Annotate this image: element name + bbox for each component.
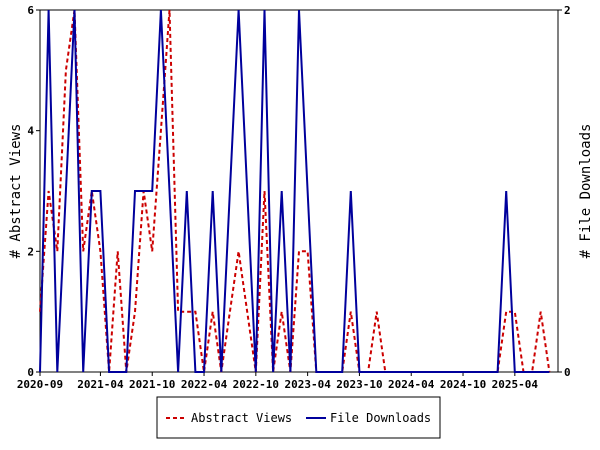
y2-tick-label: 0 <box>564 366 571 379</box>
x-tick-label: 2021-04 <box>77 378 124 391</box>
y2-axis: 02 <box>558 4 571 379</box>
x-tick-label: 2023-04 <box>284 378 331 391</box>
legend-box <box>156 396 441 439</box>
y-tick-label: 6 <box>27 4 34 17</box>
x-axis: 2020-09 2021-04 2021-10 2022-04 2022-10 2023-… <box>17 372 539 391</box>
x-tick-label: 2022-04 <box>181 378 228 391</box>
y2-tick-label: 2 <box>564 4 571 17</box>
x-tick-label: 2021-10 <box>129 378 175 391</box>
x-tick-label: 2023-10 <box>336 378 382 391</box>
y-tick-label: 0 <box>27 366 34 379</box>
legend: Abstract Views File Downloads <box>156 396 441 439</box>
legend-label-abstract-views: Abstract Views <box>191 411 292 425</box>
x-tick-label: 2024-10 <box>440 378 486 391</box>
x-tick-label: 2025-04 <box>492 378 539 391</box>
x-tick-label: 2024-04 <box>388 378 435 391</box>
legend-label-file-downloads: File Downloads <box>330 411 431 425</box>
y-tick-label: 2 <box>27 245 34 258</box>
y-tick-label: 4 <box>27 125 34 138</box>
y2-axis-title: # File Downloads <box>578 124 594 259</box>
plot-area <box>39 9 559 373</box>
x-tick-label: 2020-09 <box>17 378 63 391</box>
series-layer <box>39 9 551 373</box>
x-tick-label: 2022-10 <box>233 378 279 391</box>
y-axis: 0 2 4 6 <box>27 4 40 379</box>
y-axis-title: # Abstract Views <box>8 124 24 259</box>
series-line-file-downloads <box>39 9 550 373</box>
